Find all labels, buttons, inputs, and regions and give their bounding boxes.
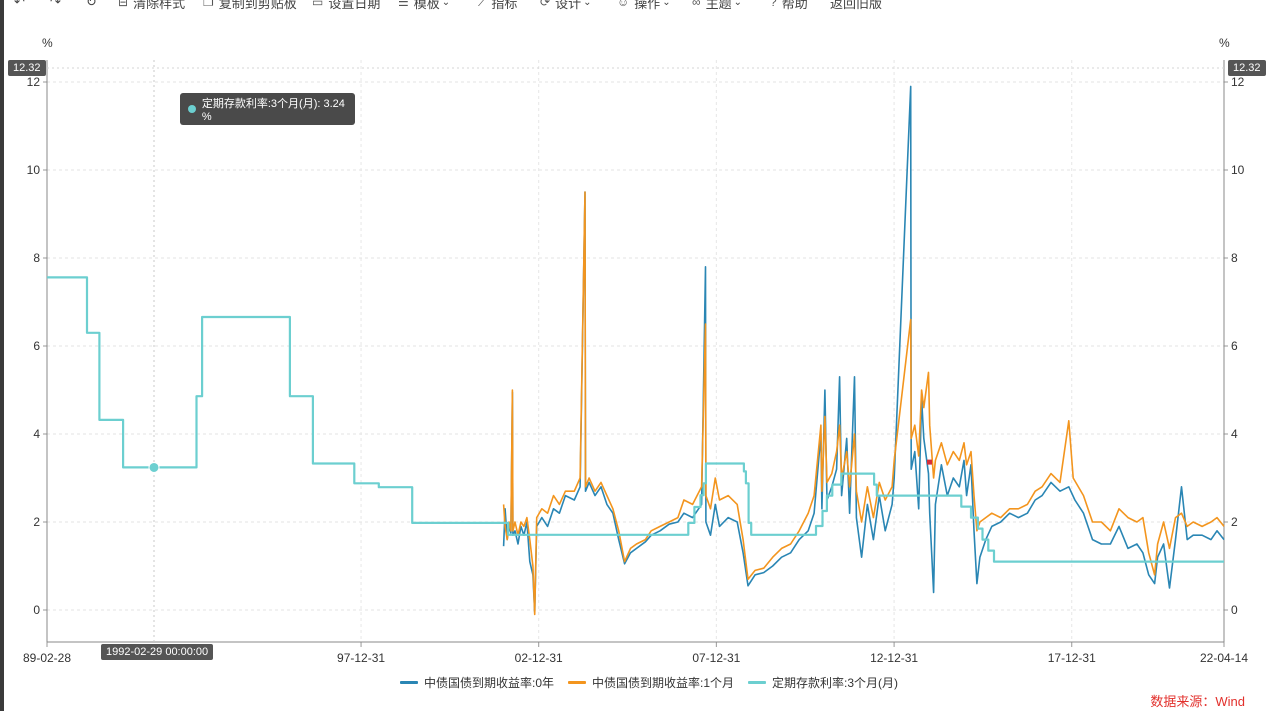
toolbar-item-5[interactable]: ⟳ 设计 ⌄ — [540, 0, 591, 12]
x-tick-label: 97-12-31 — [337, 651, 385, 665]
y-tick-label-left: 12 — [27, 75, 41, 89]
y-tick-label-left: 10 — [27, 163, 41, 177]
operate-icon: ☺ — [617, 0, 630, 9]
y-tick-label-left: 0 — [33, 603, 40, 617]
toolbar-item-7[interactable]: ∞ 主题 ⌄ — [692, 0, 742, 12]
undo-icon[interactable]: ↶ — [14, 0, 25, 9]
theme-icon: ∞ — [692, 0, 701, 9]
y-tick-label-right: 6 — [1231, 339, 1238, 353]
y-tick-label-right: 12 — [1231, 75, 1245, 89]
toolbar-item-label: 指标 — [491, 0, 518, 11]
toolbar-item-label: 设置日期 — [328, 0, 381, 11]
calendar-icon: ▭ — [312, 0, 324, 9]
chart-legend: 中债国债到期收益率:0年 中债国债到期收益率:1个月 定期存款利率:3个月(月) — [400, 674, 898, 691]
series-line-1 — [502, 85, 1225, 614]
y-tick-label-left: 8 — [33, 251, 40, 265]
y-tick-label-right: 0 — [1231, 603, 1238, 617]
design-icon: ⟳ — [540, 0, 551, 9]
crosshair-date-badge: 1992-02-29 00:00:00 — [101, 644, 214, 660]
legend-item-series-3[interactable]: 定期存款利率:3个月(月) — [748, 674, 898, 691]
x-tick-label: 12-12-31 — [870, 651, 918, 665]
data-source-label: 数据来源：Wind — [1150, 694, 1245, 709]
y-tick-label-right: 10 — [1231, 163, 1245, 177]
right-axis-unit: % — [1219, 36, 1230, 50]
clear-style-icon: ⊟ — [118, 0, 129, 9]
axes: 0 0 2 2 4 4 6 6 8 8 10 10 12 12 89-02-28 97-12-31 02-12-… — [23, 60, 1248, 665]
hover-point-marker — [148, 461, 160, 473]
crosshair-overlay — [47, 60, 1224, 642]
x-tick-label: 17-12-31 — [1048, 651, 1096, 665]
toolbar-item-2[interactable]: ▭ 设置日期 — [312, 0, 380, 12]
toolbar-item-label: 操作 — [634, 0, 661, 11]
x-tick-label: 07-12-31 — [692, 651, 740, 665]
chevron-down-icon: ⌄ — [441, 0, 451, 8]
y-tick-label-left: 6 — [33, 339, 40, 353]
hover-tooltip: 定期存款利率:3个月(月): 3.24 % — [180, 93, 355, 125]
y-tick-label-right: 4 — [1231, 427, 1238, 441]
toolbar-item-8[interactable]: ? 帮助 — [770, 0, 808, 12]
toolbar-item-label: 设计 — [555, 0, 582, 11]
tooltip-text: 定期存款利率:3个月(月): 3.24 % — [201, 98, 345, 123]
y-tick-label-right: 8 — [1231, 251, 1238, 265]
toolbar-item-label: 清除样式 — [133, 0, 186, 11]
series-group — [47, 85, 1225, 616]
x-tick-label: 02-12-31 — [515, 651, 563, 665]
window-edge — [0, 0, 4, 711]
legend-swatch-2 — [568, 681, 587, 684]
chevron-down-icon: ⌄ — [662, 0, 671, 8]
toolbar-item-0[interactable]: ⊟ 清除样式 — [118, 0, 185, 12]
legend-swatch-3 — [748, 681, 767, 684]
highlight-marker — [927, 459, 932, 465]
y-tick-label-left: 2 — [33, 515, 40, 529]
x-tick-label: 22-04-14 — [1200, 651, 1248, 665]
series-line-2 — [502, 191, 1225, 616]
toolbar-item-label: 返回旧版 — [830, 0, 883, 11]
y-tick-label-left: 4 — [33, 427, 40, 441]
toolbar-item-label: 帮助 — [781, 0, 808, 11]
legend-item-series-1[interactable]: 中债国债到期收益率:0年 — [400, 674, 554, 691]
legend-label-2: 中债国债到期收益率:1个月 — [592, 676, 735, 690]
crosshair-value-badge-right: 12.32 — [1228, 60, 1266, 76]
legend-swatch-1 — [400, 681, 418, 684]
toolbar-item-label: 模板 — [413, 0, 440, 11]
legend-label-1: 中债国债到期收益率:0年 — [424, 676, 555, 690]
toolbar-item-label: 复制到剪贴板 — [218, 0, 297, 11]
toolbar-item-label: 主题 — [705, 0, 732, 11]
chevron-down-icon: ⌄ — [583, 0, 592, 8]
toolbar-item-1[interactable]: ❐ 复制到剪贴板 — [203, 0, 297, 12]
legend-label-3: 定期存款利率:3个月(月) — [772, 676, 899, 690]
y-tick-label-right: 2 — [1231, 515, 1238, 529]
crosshair-value-badge-left: 12.32 — [8, 60, 46, 76]
left-axis-unit: % — [42, 36, 53, 50]
redo-icon[interactable]: ↷ — [50, 0, 61, 9]
indicator-icon: ⟋ — [478, 0, 487, 9]
tooltip-series-dot — [188, 105, 196, 113]
toolbar: ↶ ↷ ↻ ⊟ 清除样式 ❐ 复制到剪贴板 ▭ 设置日期 ☰ 模板 ⌄ ⟋ 指标 ⟳ 设计 ⌄ ☺ 操作 ⌄ ∞ 主… — [0, 0, 1267, 12]
help-icon: ? — [770, 0, 777, 9]
template-icon: ☰ — [398, 0, 409, 9]
toolbar-item-3[interactable]: ☰ 模板 ⌄ — [398, 0, 450, 12]
series-line-3 — [47, 276, 1224, 563]
toolbar-item-6[interactable]: ☺ 操作 ⌄ — [617, 0, 671, 12]
chevron-down-icon: ⌄ — [733, 0, 742, 8]
grid-lines — [46, 60, 1225, 642]
copy-icon: ❐ — [203, 0, 214, 9]
refresh-icon[interactable]: ↻ — [86, 0, 97, 9]
legend-item-series-2[interactable]: 中债国债到期收益率:1个月 — [568, 674, 734, 691]
x-tick-label: 89-02-28 — [23, 651, 71, 665]
toolbar-item-9[interactable]: 返回旧版 — [830, 0, 882, 12]
toolbar-item-4[interactable]: ⟋ 指标 — [478, 0, 517, 12]
